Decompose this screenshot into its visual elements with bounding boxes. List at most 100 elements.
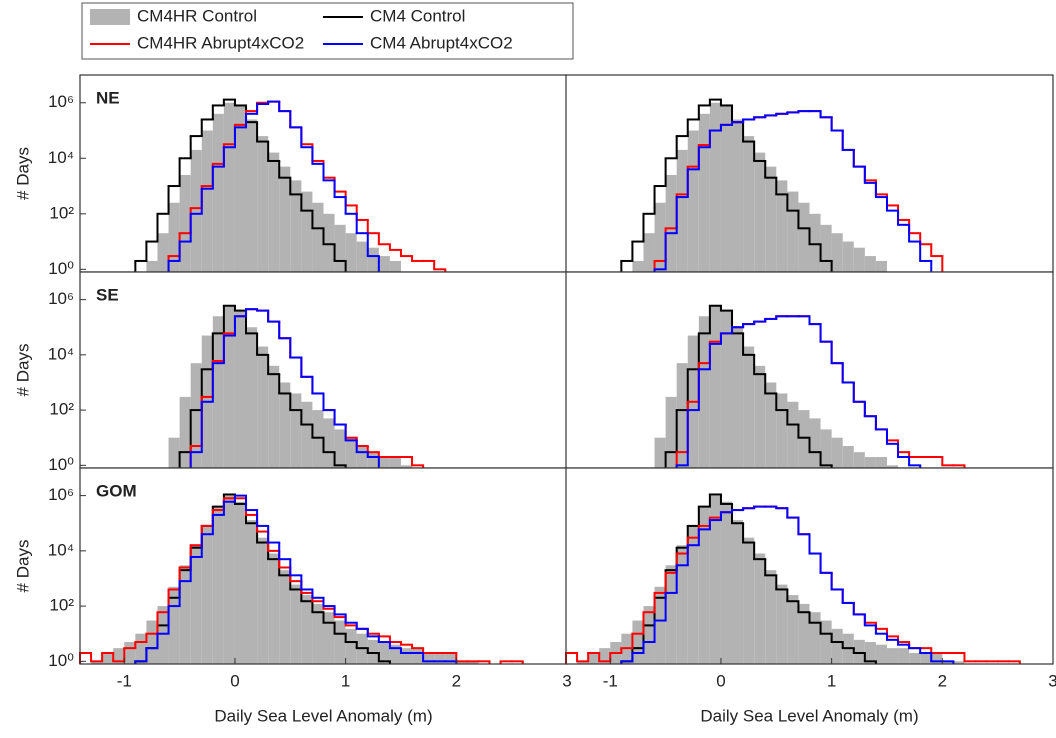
histogram-bar (279, 166, 291, 272)
histogram-bar (743, 136, 755, 272)
histogram-bar (312, 410, 324, 468)
histogram-bar (168, 586, 180, 664)
step-riser (167, 101, 380, 272)
histogram-bar (345, 628, 357, 664)
histogram-bar (279, 382, 291, 468)
histogram-bar (577, 661, 589, 664)
histogram-bar (853, 639, 865, 664)
step-riser (134, 99, 347, 272)
histogram-bar (334, 620, 346, 664)
x-tick-label: 3 (562, 671, 571, 690)
histogram-bar (942, 661, 954, 664)
histogram-bar (654, 586, 666, 664)
histogram-bar (456, 661, 468, 664)
legend-label: CM4 Abrupt4xCO2 (370, 33, 513, 52)
histogram-bar (654, 437, 666, 468)
histogram-bar (709, 305, 721, 468)
histogram-bar (345, 233, 357, 272)
histogram-bar (632, 260, 644, 272)
histogram-bar (135, 633, 147, 664)
histogram-bar (765, 166, 777, 272)
histogram-bar (290, 393, 302, 468)
histogram-bar (853, 452, 865, 468)
histogram-bar (754, 152, 766, 272)
panel-frame (565, 467, 1054, 665)
y-axis-label: # Days (13, 147, 32, 200)
legend-label: CM4HR Control (137, 6, 257, 25)
histogram-bar (301, 191, 313, 272)
x-tick-label: 0 (716, 671, 725, 690)
x-tick-label: -1 (117, 671, 132, 690)
histogram-bar (720, 310, 733, 468)
histogram-bar (875, 457, 887, 468)
histogram-bar (820, 620, 832, 664)
histogram-bar (212, 113, 224, 272)
histogram-bar (367, 247, 379, 272)
histogram-bar (698, 506, 710, 664)
histogram-bar (268, 152, 280, 272)
histogram-bar (212, 316, 224, 468)
histogram-bar (809, 612, 821, 664)
histogram-bar (776, 180, 788, 272)
histogram-bar (234, 501, 247, 664)
x-tick-label: 0 (230, 671, 239, 690)
histogram-bar (412, 648, 424, 664)
histogram-bar (157, 606, 169, 664)
y-tick-label: 10⁰ (48, 259, 74, 278)
step-riser (178, 305, 347, 468)
legend-box (81, 2, 574, 60)
histogram-bar (312, 202, 324, 272)
step-riser (134, 495, 458, 664)
histogram-bar (179, 396, 191, 468)
panel-label: GOM (96, 481, 137, 500)
histogram-bar (234, 105, 247, 272)
histogram-bar (809, 418, 821, 468)
histogram-bar (599, 648, 611, 664)
histogram-bar (179, 565, 191, 664)
histogram-bar (168, 437, 180, 468)
y-axis-label: # Days (13, 540, 32, 593)
histogram-bar (676, 149, 688, 272)
histogram-bar (389, 457, 401, 468)
histogram-bar (665, 565, 677, 664)
histogram-bar (146, 620, 158, 664)
histogram-bar (743, 537, 755, 664)
histogram-bar (776, 584, 788, 664)
histogram-bar (732, 520, 744, 664)
histogram-bar (356, 241, 368, 272)
histogram-bar (445, 653, 457, 664)
histogram-bar (665, 396, 677, 468)
histogram-bar (698, 316, 710, 468)
x-tick-label: 2 (452, 671, 461, 690)
histogram-bar (743, 346, 755, 468)
histogram-bar (665, 174, 677, 272)
histogram-bar (356, 446, 368, 468)
histogram-bar (588, 653, 600, 664)
histogram-bar (312, 603, 324, 664)
panel-label: NE (96, 88, 120, 107)
histogram-bar (257, 136, 269, 272)
histogram-bar (820, 429, 832, 468)
histogram-bar (798, 410, 810, 468)
histogram-bar (124, 642, 136, 664)
legend-swatch (90, 9, 130, 25)
histogram-bar (732, 327, 744, 468)
histogram-bar (246, 327, 258, 468)
histogram-bar (201, 525, 213, 664)
x-tick-label: 1 (341, 671, 350, 690)
histogram-bar (290, 584, 302, 664)
histogram-bar (698, 113, 710, 272)
histogram-bar (886, 465, 899, 468)
histogram-bar (643, 606, 655, 664)
histogram-bar (765, 382, 777, 468)
histogram-bar (290, 180, 302, 272)
histogram-bar (709, 495, 721, 664)
y-tick-label: 10⁰ (48, 455, 74, 474)
x-tick-label: 3 (1048, 671, 1056, 690)
y-tick-label: 10⁴ (48, 540, 74, 559)
histogram-bar (687, 130, 699, 272)
histogram-bar (864, 256, 876, 272)
histogram-bar (190, 545, 202, 664)
y-tick-label: 10² (49, 203, 74, 222)
